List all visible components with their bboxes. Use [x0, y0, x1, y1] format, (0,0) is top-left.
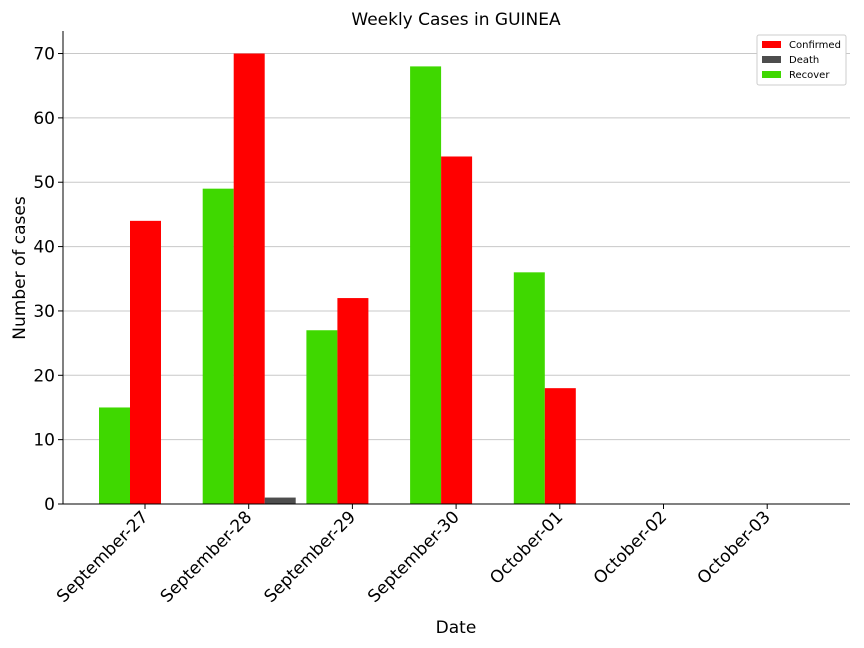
x-tick-label: October-03	[694, 507, 775, 588]
legend-swatch-recover	[762, 71, 781, 78]
bar-death-september-28	[264, 497, 296, 504]
bar-recover-september-29	[306, 330, 338, 504]
legend: Confirmed Death Recover	[756, 34, 847, 86]
y-tick-label: 20	[33, 366, 55, 386]
x-ticks: September-27 September-28 September-29 Sept…	[53, 504, 775, 607]
y-tick-label: 60	[33, 109, 55, 129]
y-tick-label: 10	[33, 431, 55, 451]
y-tick-label: 70	[33, 45, 55, 65]
bar-confirmed-september-29	[337, 298, 369, 504]
bar-confirmed-october-01	[544, 388, 576, 504]
chart-title: Weekly Cases in GUINEA	[351, 10, 561, 30]
y-axis-label: Number of cases	[10, 196, 30, 340]
x-tick-label: September-27	[53, 507, 152, 606]
bar-confirmed-september-28	[233, 53, 265, 505]
bar-recover-october-01	[513, 272, 545, 504]
y-tick-label: 50	[33, 173, 55, 193]
legend-label-death: Death	[789, 55, 819, 66]
x-tick-label: September-28	[157, 507, 256, 606]
x-tick-label: September-30	[364, 507, 463, 606]
legend-label-confirmed: Confirmed	[789, 40, 841, 51]
x-tick-label: October-02	[590, 507, 671, 588]
legend-label-recover: Recover	[789, 70, 830, 81]
legend-swatch-confirmed	[762, 41, 781, 48]
y-tick-label: 30	[33, 302, 55, 322]
bar-confirmed-september-27	[130, 220, 161, 504]
bar-confirmed-september-30	[441, 156, 473, 504]
x-tick-label: October-01	[486, 507, 567, 588]
y-ticks: 0 10 20 30 40 50 60 70	[33, 45, 63, 515]
y-tick-label: 40	[33, 238, 55, 258]
x-tick-label: September-29	[260, 507, 359, 606]
legend-swatch-death	[762, 56, 781, 63]
bar-recover-september-30	[410, 66, 442, 504]
y-tick-label: 0	[44, 495, 55, 515]
bar-recover-september-28	[202, 188, 234, 504]
bars	[99, 53, 576, 505]
bar-recover-september-27	[99, 407, 130, 504]
x-axis-label: Date	[436, 618, 477, 638]
